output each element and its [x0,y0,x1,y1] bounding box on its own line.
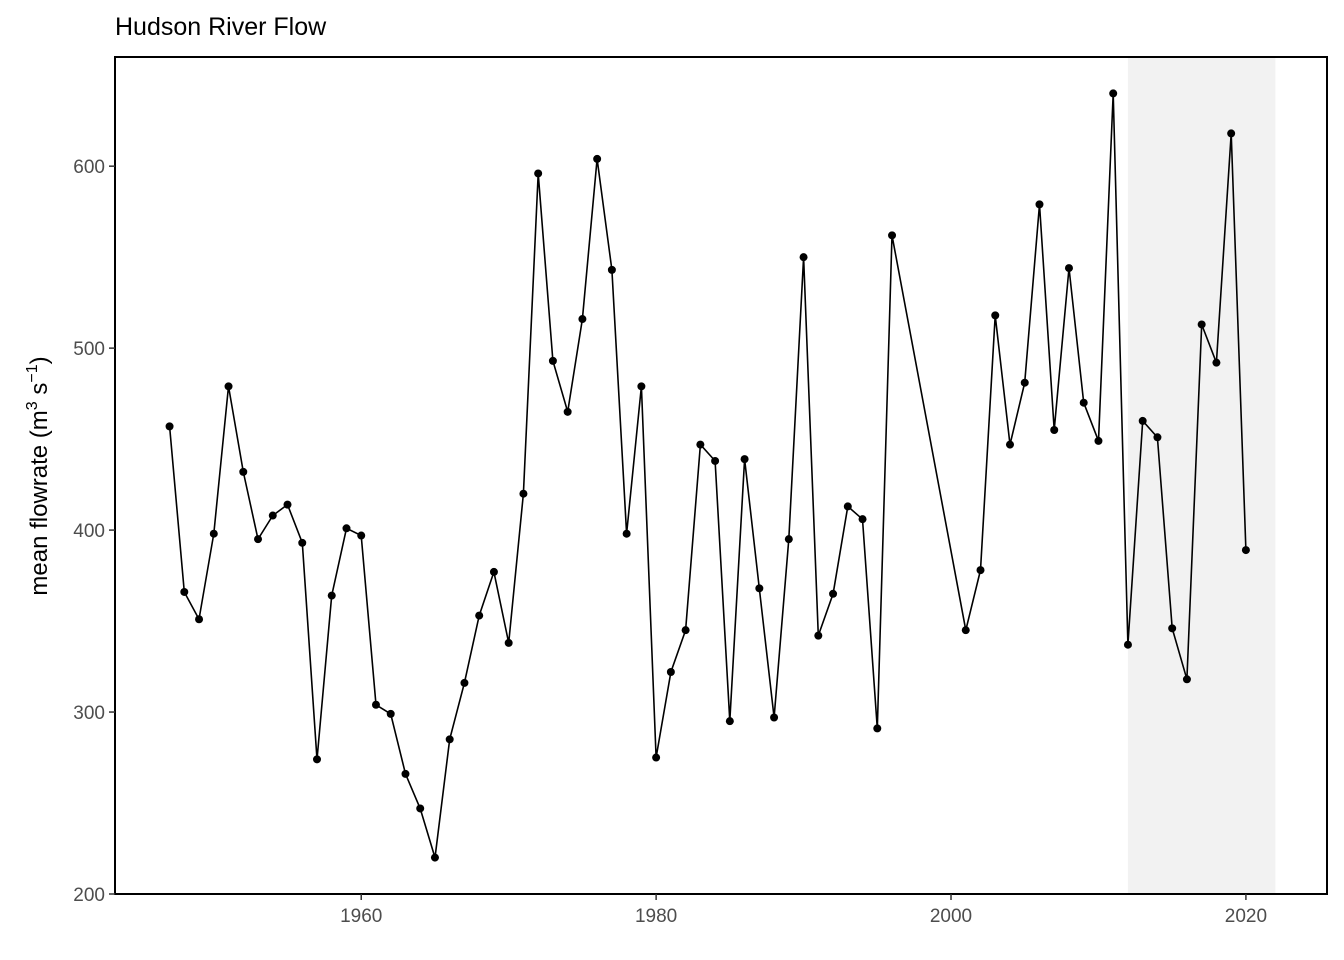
data-point [1153,433,1162,442]
data-point [873,724,882,733]
data-points [165,89,1250,862]
data-point [696,440,705,449]
data-point [386,709,395,718]
data-point [711,456,720,465]
data-point [725,717,734,726]
data-point [1109,89,1118,98]
data-point [357,531,366,540]
data-point [770,713,779,722]
data-point [814,631,823,640]
y-tick-label: 400 [73,521,105,542]
data-point [313,755,321,764]
data-point [652,753,661,762]
data-point [1241,546,1250,555]
data-point [254,535,263,544]
data-point [1138,416,1147,425]
data-point [666,668,675,677]
data-point [1123,640,1132,649]
data-point [1035,200,1044,209]
y-axis-title-end: ) [26,356,53,364]
data-point [1182,675,1191,684]
data-point [961,626,970,635]
y-tick-label: 600 [73,157,105,178]
data-point [1064,264,1073,273]
data-point [416,804,425,813]
data-point [784,535,793,544]
data-point [593,154,602,163]
data-point [401,769,410,778]
y-axis-title: mean flowrate (m3 s−1) [24,356,53,595]
data-point [1227,129,1236,138]
data-point [371,700,380,709]
data-point [843,502,852,511]
y-tick-label: 200 [73,885,105,906]
y-axis-title-mid: s [26,383,53,402]
y-tick-label: 500 [73,339,105,360]
data-point [1020,378,1029,387]
data-point [239,467,248,476]
x-tick-label: 1980 [635,906,677,927]
chart-title: Hudson River Flow [115,13,327,41]
data-point [430,853,439,862]
data-point [1079,398,1088,407]
data-point [976,566,985,575]
y-axis: 200 300 400 500 600 [73,157,115,906]
data-point [445,735,454,744]
plot-frame [114,56,1328,895]
data-point [268,511,277,520]
data-point [1050,426,1059,435]
data-point [888,231,897,240]
x-tick-label: 2000 [930,906,972,927]
x-tick-label: 1960 [340,906,382,927]
data-point [504,638,513,647]
y-axis-title-sup1: 3 [24,401,41,410]
data-point [1005,440,1014,449]
data-point [534,169,543,178]
data-point [489,567,498,576]
data-point [342,524,351,533]
data-point [799,253,808,262]
y-axis-title-sup2: −1 [24,364,41,382]
data-point [180,587,189,596]
data-point [475,611,484,620]
data-point [195,615,204,624]
data-point [991,311,1000,320]
data-point [563,407,572,416]
data-point [755,584,764,593]
x-tick-label: 2020 [1225,906,1267,927]
data-point [224,382,233,391]
data-point [607,265,616,274]
y-axis-title-main: mean flowrate (m [26,410,53,595]
data-point [548,356,557,365]
data-point [829,589,838,598]
data-point [327,591,336,600]
highlight-period-band [1127,57,1276,894]
data-point [209,529,218,538]
data-point [460,678,469,687]
x-axis: 1960 1980 2000 2020 [340,894,1267,927]
data-point [740,455,749,464]
data-point [283,500,292,509]
data-point [622,529,631,538]
data-point [1197,320,1206,329]
data-point [637,382,646,391]
data-point [681,626,690,635]
data-point [1212,358,1221,367]
data-point [578,315,587,324]
y-tick-label: 300 [73,703,105,724]
series-line [168,93,1247,858]
data-point [298,538,307,547]
data-point [1094,436,1103,445]
data-point [519,489,528,498]
data-point [858,515,867,524]
data-point [165,422,174,431]
data-point [1168,624,1177,633]
